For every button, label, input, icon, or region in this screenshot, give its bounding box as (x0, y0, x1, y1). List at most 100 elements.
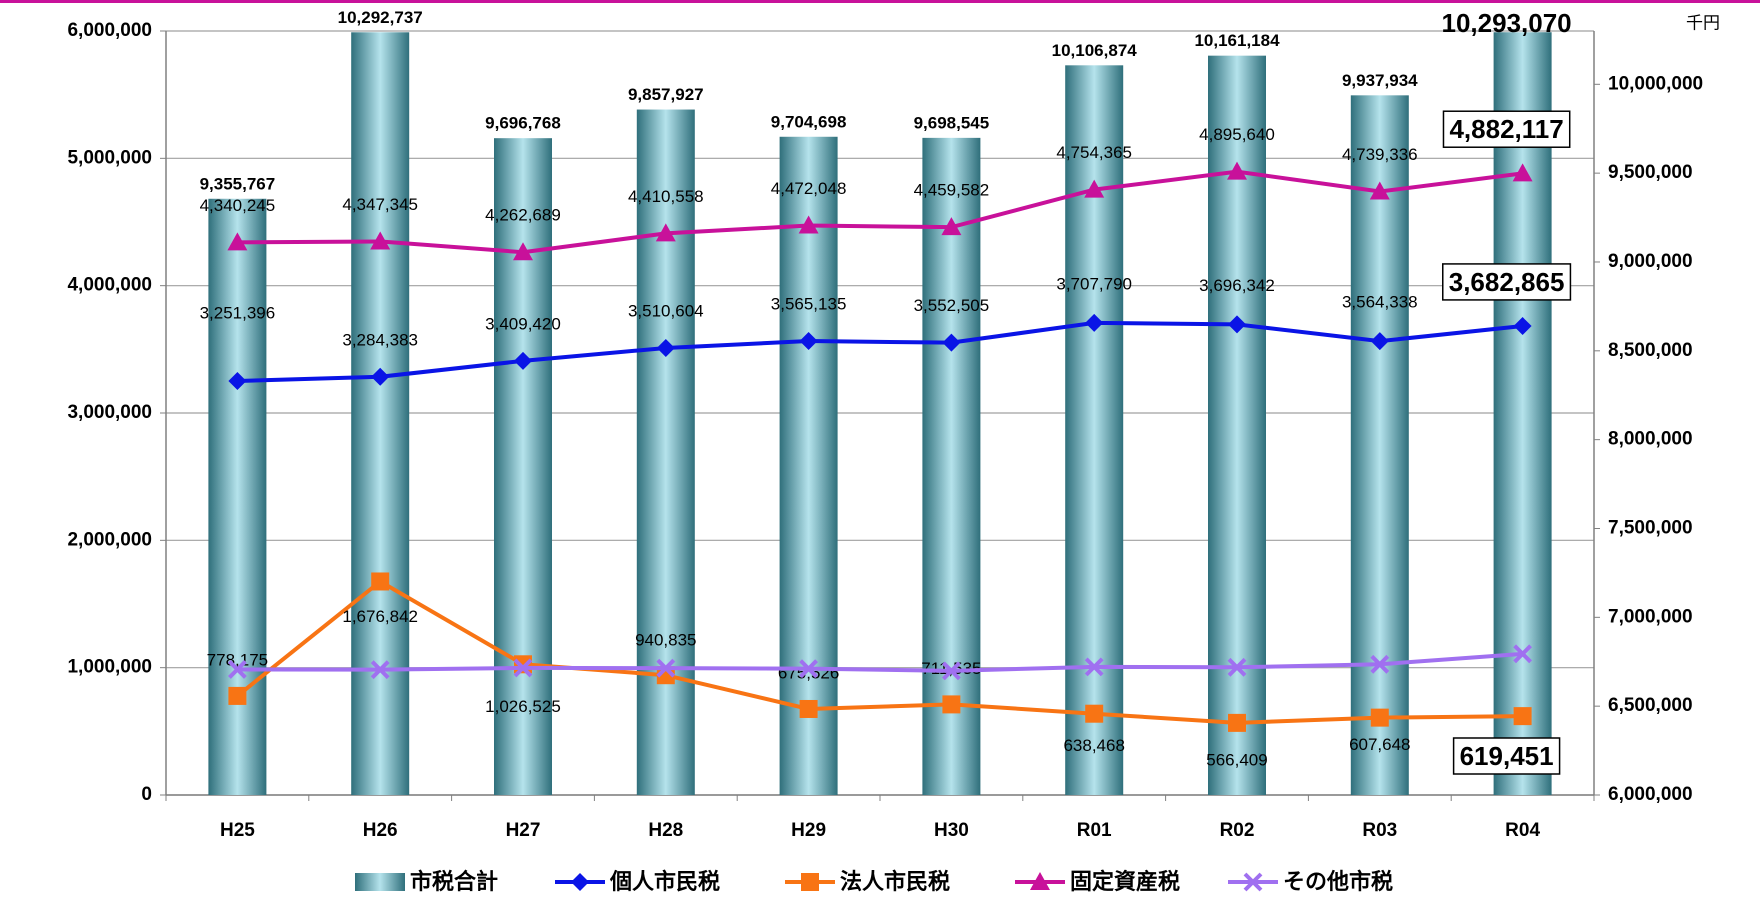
value-label: 3,565,135 (771, 295, 847, 314)
y-tick-label: 3,000,000 (67, 402, 152, 423)
x-tick-label: R04 (1505, 820, 1540, 841)
value-label: 1,676,842 (342, 607, 418, 626)
line-marker (799, 699, 818, 718)
legend-marker (1030, 872, 1050, 890)
bar (922, 137, 981, 796)
line-marker (1512, 163, 1533, 182)
value-label: 3,682,865 (1449, 267, 1565, 297)
bar (779, 136, 838, 795)
value-label-box (1452, 737, 1561, 775)
line-marker (656, 338, 675, 357)
top-border (0, 0, 1760, 3)
x-tick-label: H25 (220, 820, 255, 841)
value-label: 4,340,245 (200, 196, 276, 215)
line-marker (799, 332, 818, 351)
value-label: 607,648 (1349, 735, 1410, 754)
line-marker (228, 371, 247, 390)
line-marker (1084, 179, 1105, 198)
value-label: 3,284,383 (342, 330, 418, 349)
legend-label: 法人市民税 (840, 869, 950, 894)
bar-value-label: 10,292,737 (338, 8, 423, 27)
y2-tick-label: 6,000,000 (1608, 784, 1693, 805)
value-label: 619,451 (1460, 741, 1554, 771)
value-label: 4,895,640 (1199, 125, 1275, 144)
value-label: 4,459,582 (914, 181, 990, 200)
line-marker (370, 231, 391, 250)
value-label: 4,882,117 (1449, 114, 1563, 144)
line-marker (798, 215, 819, 234)
line-series (237, 320, 1523, 383)
value-label-box (1442, 263, 1572, 301)
value-label: 3,564,338 (1342, 293, 1418, 312)
bar-value-label: 10,161,184 (1194, 31, 1280, 50)
value-label: 1,026,525 (485, 697, 561, 716)
value-label: 4,739,336 (1342, 145, 1418, 164)
value-label: 778,175 (207, 650, 268, 669)
value-label: 3,510,604 (628, 301, 704, 320)
y2-tick-label: 7,000,000 (1608, 606, 1693, 627)
line-marker (941, 661, 961, 681)
value-label: 3,707,790 (1056, 274, 1132, 293)
line-marker (1513, 707, 1532, 726)
line-marker (1085, 704, 1104, 723)
line-marker (1513, 317, 1532, 336)
line-marker (371, 572, 390, 591)
x-tick-label: H28 (648, 820, 683, 841)
line-marker (1370, 654, 1390, 674)
line-marker (513, 242, 533, 261)
line-marker (1370, 708, 1389, 727)
line-marker (1513, 644, 1533, 664)
legend-label: その他市税 (1283, 869, 1393, 894)
bar-value-label: 9,857,927 (628, 85, 704, 104)
x-tick-label: R02 (1220, 820, 1255, 841)
line-marker (1085, 313, 1104, 332)
value-label: 940,835 (635, 631, 696, 650)
line-marker (228, 686, 247, 705)
legend-marker (571, 873, 589, 891)
bar-value-label: 10,293,070 (1442, 8, 1572, 38)
legend-swatch (355, 873, 405, 891)
value-label: 3,552,505 (914, 296, 990, 315)
line-marker (1227, 161, 1247, 180)
y2-tick-label: 7,500,000 (1608, 518, 1693, 539)
value-label: 4,754,365 (1056, 143, 1132, 162)
line-marker (655, 223, 676, 242)
bar-value-label: 9,698,545 (914, 113, 990, 132)
value-label: 4,347,345 (342, 195, 418, 214)
bar-value-label: 9,704,698 (771, 112, 847, 131)
line-marker (942, 695, 961, 714)
x-tick-label: R01 (1077, 820, 1112, 841)
bar-value-label: 10,106,874 (1052, 41, 1138, 60)
legend-label: 固定資産税 (1070, 869, 1180, 894)
legend-label: 個人市民税 (609, 869, 720, 894)
value-label: 4,472,048 (771, 179, 847, 198)
line-marker (1227, 657, 1247, 677)
y-tick-label: 0 (141, 784, 152, 805)
y2-tick-label: 9,000,000 (1608, 251, 1693, 272)
line-series (237, 651, 1523, 673)
line-marker (941, 217, 962, 236)
y-tick-label: 2,000,000 (67, 529, 152, 550)
bar-value-label: 9,355,767 (200, 174, 276, 193)
line-series (236, 579, 1523, 725)
value-label: 638,468 (1063, 736, 1124, 755)
line-marker (1084, 657, 1104, 677)
x-tick-label: H29 (791, 820, 826, 841)
bar (1065, 65, 1124, 796)
legend-marker (801, 873, 819, 891)
value-label: 4,262,689 (485, 206, 561, 225)
line-marker (799, 659, 819, 679)
value-label: 3,696,342 (1199, 276, 1275, 295)
value-label: 566,409 (1206, 750, 1267, 769)
line-marker (942, 333, 961, 352)
line-marker (227, 660, 247, 679)
line-marker (656, 658, 676, 678)
line-marker (1369, 181, 1390, 200)
y2-tick-label: 8,500,000 (1608, 340, 1693, 361)
line-series (237, 169, 1523, 255)
line-marker (1370, 332, 1389, 351)
x-tick-label: R03 (1362, 820, 1397, 841)
bar (208, 198, 267, 795)
line-marker (371, 367, 390, 386)
y2-tick-label: 10,000,000 (1608, 73, 1703, 94)
